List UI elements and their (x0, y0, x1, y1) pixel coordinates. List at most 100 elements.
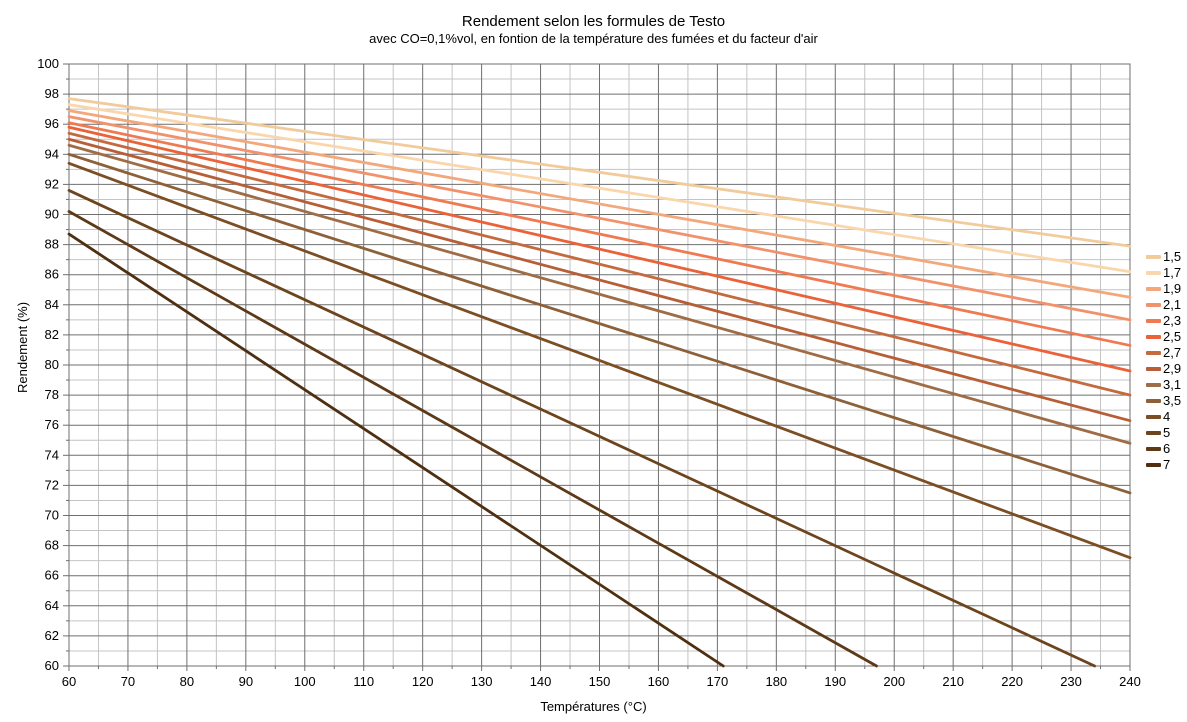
x-tick-label: 230 (1060, 674, 1082, 689)
y-tick-label: 78 (45, 387, 59, 402)
legend-item: 2,1 (1146, 297, 1181, 313)
y-tick-label: 72 (45, 477, 59, 492)
x-tick-label: 110 (353, 674, 374, 689)
legend-item: 2,7 (1146, 345, 1181, 361)
x-axis-title: Températures (°C) (540, 699, 647, 714)
x-tick-label: 180 (765, 674, 787, 689)
y-tick-label: 80 (45, 357, 59, 372)
axis-ticks (63, 63, 1131, 671)
legend-swatch (1146, 398, 1161, 403)
legend: 1,5 1,7 1,9 2,1 2,3 2,5 2,7 2,9 3,1 3,5 4 5 6 7 (1146, 249, 1181, 473)
x-tick-label: 170 (707, 674, 729, 689)
legend-swatch (1146, 462, 1161, 467)
y-tick-label: 60 (45, 658, 59, 673)
y-tick-label: 96 (45, 116, 59, 131)
series-line-6 (67, 210, 878, 668)
y-tick-label: 70 (45, 508, 59, 523)
y-tick-label: 82 (45, 327, 59, 342)
legend-item: 6 (1146, 441, 1181, 457)
x-tick-label: 140 (530, 674, 552, 689)
legend-item: 2,9 (1146, 361, 1181, 377)
legend-label: 2,9 (1163, 361, 1182, 376)
y-tick-label: 76 (45, 417, 59, 432)
y-tick-label: 92 (45, 176, 59, 191)
legend-item: 3,1 (1146, 377, 1181, 393)
legend-swatch (1146, 382, 1161, 387)
legend-item: 1,9 (1146, 281, 1181, 297)
series-line-2,5 (67, 125, 1132, 373)
x-tick-label: 240 (1119, 674, 1141, 689)
y-tick-label: 84 (45, 297, 59, 312)
y-tick-label: 62 (45, 628, 59, 643)
legend-swatch (1146, 414, 1161, 419)
legend-label: 6 (1163, 441, 1171, 456)
x-tick-label: 100 (294, 674, 316, 689)
legend-label: 1,9 (1163, 281, 1182, 296)
y-tick-label: 66 (45, 568, 59, 583)
x-tick-label: 90 (239, 674, 253, 689)
legend-item: 1,7 (1146, 265, 1181, 281)
legend-item: 5 (1146, 425, 1181, 441)
legend-label: 2,5 (1163, 329, 1182, 344)
legend-swatch (1146, 286, 1161, 291)
y-tick-label: 74 (45, 447, 59, 462)
y-tick-label: 68 (45, 538, 59, 553)
x-tick-label: 220 (1001, 674, 1023, 689)
y-tick-label: 94 (45, 146, 59, 161)
legend-item: 3,5 (1146, 393, 1181, 409)
y-tick-label: 90 (45, 207, 59, 222)
legend-label: 7 (1163, 457, 1171, 472)
series-line-2,7 (67, 131, 1132, 397)
series-line-3,1 (67, 143, 1132, 445)
legend-label: 5 (1163, 425, 1171, 440)
x-tick-label: 70 (121, 674, 135, 689)
tick-labels: 60 70 80 90 100 110 120 130 140 150 160 170 180 190 20… (37, 56, 1141, 689)
legend-label: 3,1 (1163, 377, 1182, 392)
series-line-1,5 (67, 97, 1132, 248)
legend-item: 2,3 (1146, 313, 1181, 329)
legend-label: 4 (1163, 409, 1171, 424)
legend-swatch (1146, 366, 1161, 371)
chart-subtitle: avec CO=0,1%vol, en fontion de la tempér… (369, 31, 818, 46)
legend-swatch (1146, 318, 1161, 323)
series-line-4 (67, 161, 1132, 560)
x-tick-label: 210 (942, 674, 964, 689)
x-tick-label: 190 (824, 674, 846, 689)
legend-label: 2,1 (1163, 297, 1182, 312)
x-tick-label: 130 (471, 674, 493, 689)
y-tick-label: 86 (45, 267, 59, 282)
y-tick-label: 64 (45, 598, 59, 613)
legend-label: 1,5 (1163, 249, 1182, 264)
series-line-2,9 (67, 137, 1132, 423)
series-line-1,9 (67, 109, 1132, 299)
y-tick-label: 98 (45, 86, 59, 101)
x-tick-label: 120 (412, 674, 434, 689)
legend-item: 4 (1146, 409, 1181, 425)
legend-item: 7 (1146, 457, 1181, 473)
x-tick-label: 150 (589, 674, 611, 689)
legend-swatch (1146, 334, 1161, 339)
chart-title: Rendement selon les formules de Testo (461, 13, 726, 30)
y-tick-label: 88 (45, 237, 59, 252)
legend-swatch (1146, 302, 1161, 307)
legend-label: 1,7 (1163, 265, 1182, 280)
legend-item: 1,5 (1146, 249, 1181, 265)
series-lines (67, 97, 1132, 668)
legend-label: 2,7 (1163, 345, 1182, 360)
gridlines-major (69, 64, 1130, 666)
legend-item: 2,5 (1146, 329, 1181, 345)
legend-swatch (1146, 430, 1161, 435)
x-tick-label: 80 (180, 674, 194, 689)
series-line-2,3 (67, 121, 1132, 347)
series-line-3,5 (67, 152, 1132, 495)
series-line-5 (67, 189, 1097, 668)
x-tick-label: 200 (883, 674, 905, 689)
series-line-1,7 (67, 103, 1132, 274)
legend-swatch (1146, 254, 1161, 259)
legend-label: 3,5 (1163, 393, 1182, 408)
series-line-7 (67, 232, 725, 668)
x-tick-label: 160 (648, 674, 670, 689)
legend-label: 2,3 (1163, 313, 1182, 328)
